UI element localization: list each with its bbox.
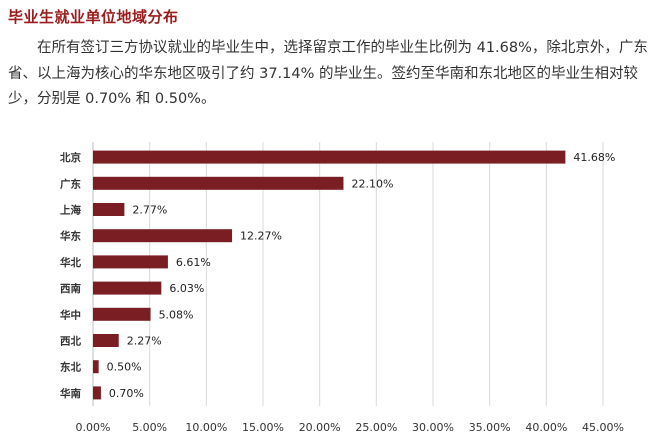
bar-chart: 0.00% 5.00% 10.00% 15.00% 20.00% 25.00% 30.00%… [40,140,657,443]
bar [93,255,168,269]
data-label: 5.08% [159,308,194,321]
x-tick-label: 35.00% [469,421,511,434]
category-label: 西南 [60,282,81,295]
data-label: 12.27% [240,230,282,243]
category-label: 西北 [60,335,81,348]
data-label: 6.61% [176,256,211,269]
x-tick-label: 45.00% [582,421,624,434]
bar [93,360,99,374]
x-tick-label: 0.00% [76,421,111,434]
bar [93,150,566,164]
data-label: 0.70% [109,387,144,400]
category-label: 广东 [60,177,81,190]
x-tick-label: 40.00% [525,421,567,434]
category-label: 华北 [60,256,81,269]
x-tick-label: 20.00% [299,421,341,434]
bar [93,386,101,400]
x-tick-label: 25.00% [355,421,397,434]
category-label: 上海 [60,204,81,217]
category-label: 华南 [60,387,81,400]
data-label: 0.50% [107,361,142,374]
bar [93,281,162,295]
data-label: 2.27% [127,335,162,348]
page-heading: 毕业生就业单位地域分布 [8,8,179,26]
bar [93,203,125,216]
summary-paragraph: 在所有签订三方协议就业的毕业生中，选择留京工作的毕业生比例为 41.68%，除北… [8,40,648,107]
data-label: 2.77% [132,204,167,217]
bar [93,334,119,347]
data-label: 22.10% [351,177,393,190]
data-label: 6.03% [169,282,204,295]
bar [93,307,151,321]
bar [93,229,233,243]
category-label: 华东 [60,230,81,243]
x-tick-label: 10.00% [185,421,227,434]
category-label: 东北 [60,361,81,374]
bar [93,176,344,190]
x-tick-label: 30.00% [412,421,454,434]
x-tick-label: 5.00% [132,421,167,434]
category-label: 华中 [60,308,81,321]
x-tick-label: 15.00% [242,421,284,434]
category-label: 北京 [60,151,81,164]
bar-chart-svg: 0.00% 5.00% 10.00% 15.00% 20.00% 25.00% 30.00%… [60,142,624,434]
data-label: 41.68% [573,151,615,164]
